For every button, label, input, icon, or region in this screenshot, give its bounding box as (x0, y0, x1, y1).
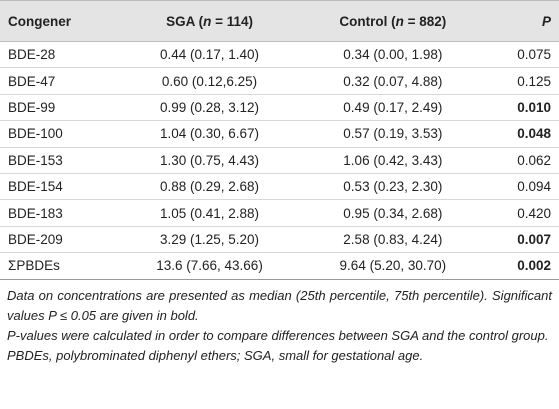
header-text: n (203, 13, 212, 29)
table-cell: 0.88 (0.29, 2.68) (118, 173, 302, 201)
header-cell: Congener (0, 0, 118, 42)
table-row: BDE-100 1.04 (0.30, 6.67) 0.57 (0.19, 3.53… (0, 120, 559, 148)
table-cell: 0.57 (0.19, 3.53) (301, 120, 485, 148)
table-cell: 0.094 (484, 173, 559, 201)
footnote: PBDEs, polybrominated diphenyl ethers; S… (7, 347, 424, 363)
table-body: BDE-28 0.44 (0.17, 1.40) 0.34 (0.00, 1.98)… (0, 41, 559, 280)
header-text: = 114) (211, 13, 253, 29)
row-label: BDE-183 (0, 199, 118, 227)
row-label: BDE-28 (0, 41, 118, 69)
footnote: Data on concentrations are presented as … (7, 287, 552, 323)
header-text: Congener (8, 13, 72, 29)
table-cell: 0.125 (484, 67, 559, 95)
table-cell: 2.58 (0.83, 4.24) (301, 226, 485, 254)
table-cell: 3.29 (1.25, 5.20) (118, 226, 302, 254)
table-cell: 0.062 (484, 147, 559, 174)
row-label: BDE-209 (0, 226, 118, 254)
table-cell: 9.64 (5.20, 30.70) (301, 252, 485, 280)
header-text: SGA ( (166, 13, 204, 29)
header-cell: SGA (n = 114) (118, 0, 302, 42)
table-cell: 0.007 (484, 226, 559, 254)
table-row: ΣPBDEs 13.6 (7.66, 43.66) 9.64 (5.20, 30.7… (0, 252, 559, 280)
table-row: BDE-209 3.29 (1.25, 5.20) 2.58 (0.83, 4.24… (0, 226, 559, 254)
row-label: BDE-47 (0, 67, 118, 95)
header-text: = 882) (403, 13, 447, 29)
data-table: Congener SGA (n = 114) Control (n = 882)… (0, 0, 559, 280)
table-row: BDE-183 1.05 (0.41, 2.88) 0.95 (0.34, 2.68… (0, 199, 559, 227)
header-cell: P (484, 0, 559, 42)
header-text: Control ( (339, 13, 396, 29)
table-cell: 0.32 (0.07, 4.88) (301, 67, 485, 95)
table-cell: 0.60 (0.12,6.25) (118, 67, 302, 95)
table-cell: 1.06 (0.42, 3.43) (301, 147, 485, 174)
table-row: BDE-154 0.88 (0.29, 2.68) 0.53 (0.23, 2.30… (0, 173, 559, 201)
header-cell: Control (n = 882) (301, 0, 485, 42)
table-cell: 0.44 (0.17, 1.40) (118, 41, 302, 69)
header-text: P (541, 13, 551, 29)
table-cell: 0.010 (484, 94, 559, 122)
table-row: BDE-153 1.30 (0.75, 4.43) 1.06 (0.42, 3.43… (0, 147, 559, 174)
table-cell: 0.34 (0.00, 1.98) (301, 41, 485, 69)
table-cell: 1.05 (0.41, 2.88) (118, 199, 302, 227)
footnotes: Data on concentrations are presented as … (0, 280, 559, 366)
table-cell: 0.49 (0.17, 2.49) (301, 94, 485, 122)
row-label: ΣPBDEs (0, 252, 118, 280)
table-cell: 0.99 (0.28, 3.12) (118, 94, 302, 122)
table-row: BDE-47 0.60 (0.12,6.25) 0.32 (0.07, 4.88) 0… (0, 67, 559, 95)
table-row: BDE-28 0.44 (0.17, 1.40) 0.34 (0.00, 1.98)… (0, 41, 559, 69)
table-cell: 0.048 (484, 120, 559, 148)
row-label: BDE-154 (0, 173, 118, 201)
header-row: Congener SGA (n = 114) Control (n = 882)… (0, 0, 559, 42)
table-row: BDE-99 0.99 (0.28, 3.12) 0.49 (0.17, 2.49)… (0, 94, 559, 122)
table-cell: 1.04 (0.30, 6.67) (118, 120, 302, 148)
footnote: P-values were calculated in order to com… (7, 327, 549, 343)
row-label: BDE-99 (0, 94, 118, 122)
header-text: n (395, 13, 404, 29)
table-cell: 0.002 (484, 252, 559, 280)
table-cell: 0.075 (484, 41, 559, 69)
table-cell: 0.95 (0.34, 2.68) (301, 199, 485, 227)
row-label: BDE-153 (0, 147, 118, 174)
table-cell: 1.30 (0.75, 4.43) (118, 147, 302, 174)
table-cell: 0.420 (484, 199, 559, 227)
row-label: BDE-100 (0, 120, 118, 148)
table-cell: 13.6 (7.66, 43.66) (118, 252, 302, 280)
table-cell: 0.53 (0.23, 2.30) (301, 173, 485, 201)
